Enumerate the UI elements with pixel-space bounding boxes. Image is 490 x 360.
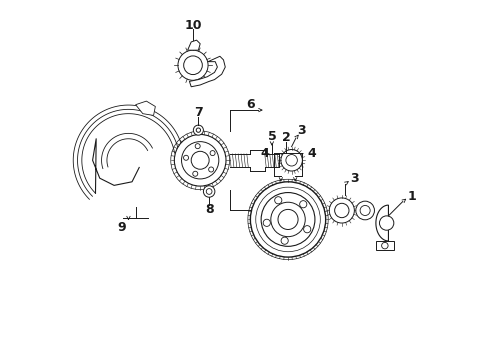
- Circle shape: [300, 201, 307, 208]
- Circle shape: [178, 50, 208, 80]
- Polygon shape: [188, 40, 200, 50]
- Text: 8: 8: [205, 203, 214, 216]
- Circle shape: [286, 154, 297, 166]
- Circle shape: [275, 197, 282, 204]
- Circle shape: [278, 210, 298, 229]
- Circle shape: [382, 242, 388, 249]
- Polygon shape: [136, 101, 155, 116]
- Circle shape: [174, 134, 226, 186]
- Text: 5: 5: [268, 130, 276, 144]
- Circle shape: [281, 149, 302, 171]
- Text: 9: 9: [117, 221, 125, 234]
- Text: 6: 6: [246, 98, 255, 111]
- Circle shape: [281, 237, 288, 244]
- Polygon shape: [376, 241, 394, 250]
- Circle shape: [194, 125, 203, 135]
- Circle shape: [184, 155, 189, 160]
- Circle shape: [193, 171, 198, 176]
- Circle shape: [195, 144, 200, 149]
- Polygon shape: [376, 205, 389, 241]
- Circle shape: [206, 189, 212, 194]
- Text: 1: 1: [407, 190, 416, 203]
- Circle shape: [379, 216, 394, 230]
- Circle shape: [203, 186, 215, 197]
- Text: 3: 3: [297, 124, 306, 138]
- Text: 7: 7: [194, 107, 203, 120]
- Circle shape: [304, 226, 311, 233]
- Text: 2: 2: [282, 131, 291, 144]
- Circle shape: [191, 151, 209, 169]
- Circle shape: [271, 202, 305, 237]
- Circle shape: [263, 219, 270, 226]
- Circle shape: [250, 182, 326, 257]
- Circle shape: [360, 206, 370, 216]
- Circle shape: [184, 56, 202, 75]
- Circle shape: [210, 150, 215, 156]
- Circle shape: [209, 167, 214, 172]
- Text: 10: 10: [184, 19, 202, 32]
- Circle shape: [356, 201, 374, 220]
- Circle shape: [181, 141, 219, 179]
- Circle shape: [335, 203, 349, 218]
- Circle shape: [329, 198, 354, 223]
- Text: 4: 4: [260, 147, 269, 159]
- Text: 3: 3: [350, 172, 359, 185]
- Circle shape: [261, 193, 315, 246]
- Circle shape: [196, 128, 200, 132]
- Polygon shape: [190, 56, 225, 87]
- Text: 4: 4: [307, 147, 316, 159]
